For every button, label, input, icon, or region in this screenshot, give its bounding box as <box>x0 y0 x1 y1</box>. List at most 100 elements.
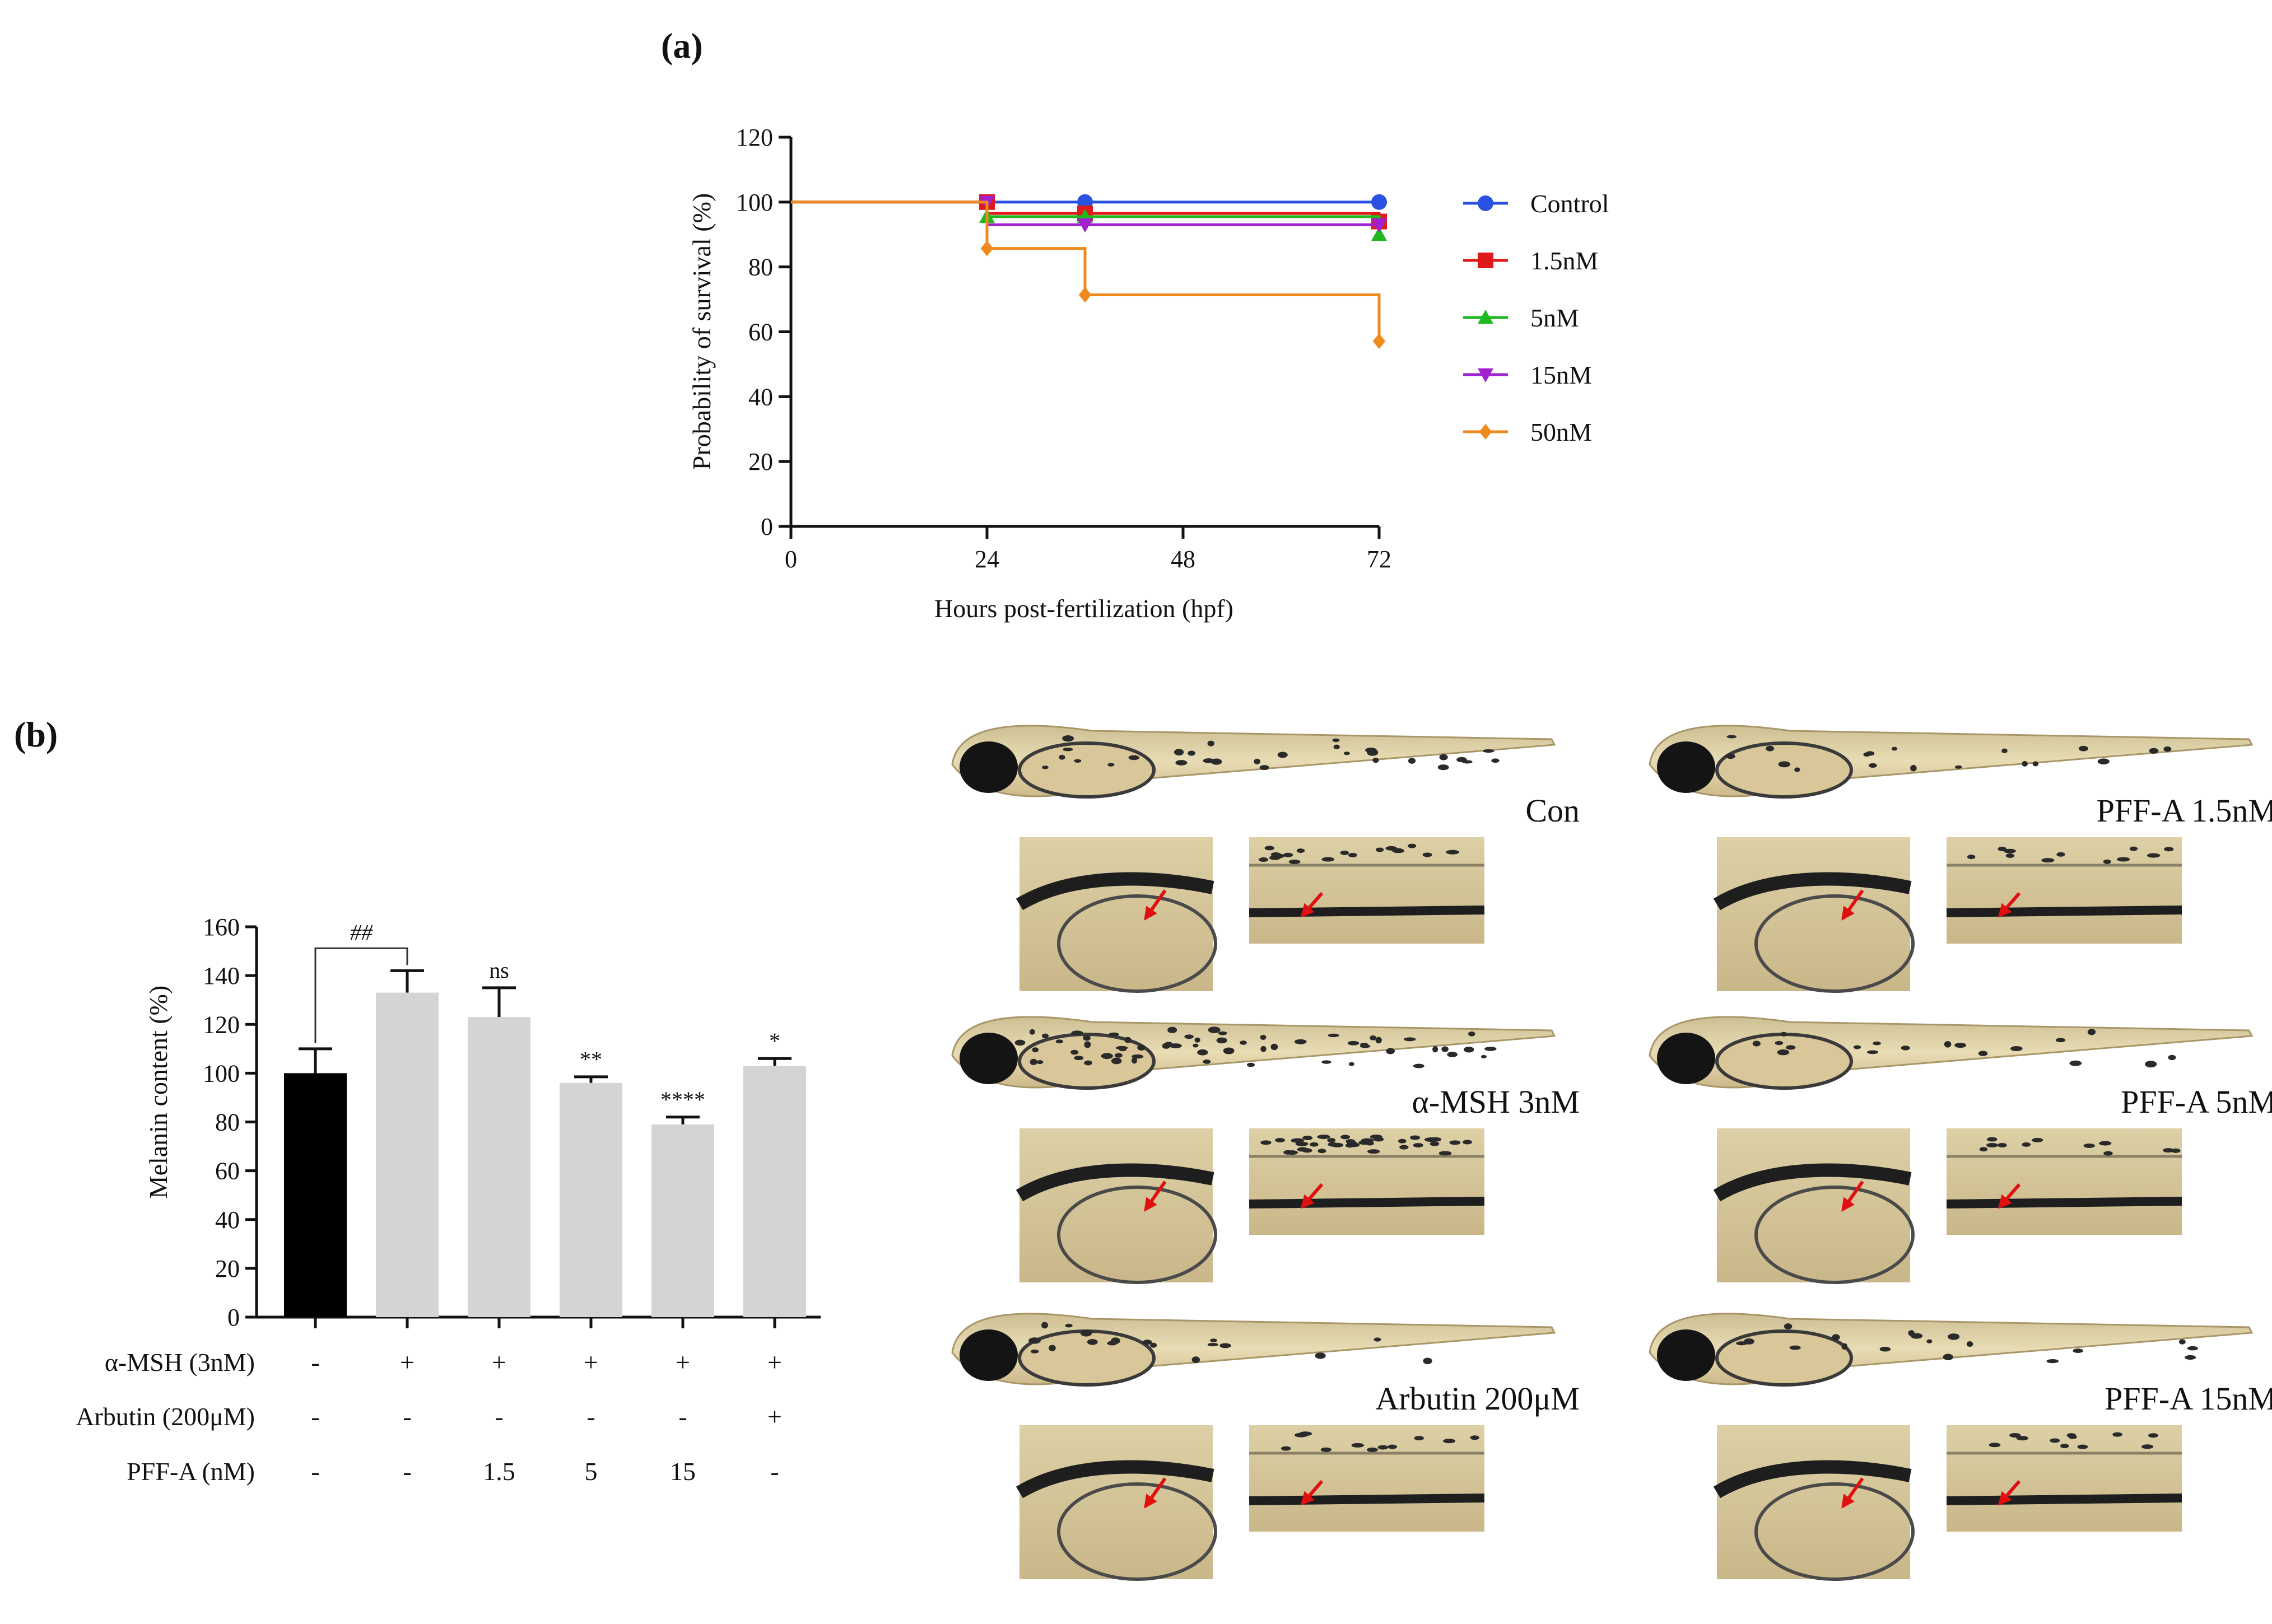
melanophore-spot <box>2001 748 2008 753</box>
melanophore-spot <box>1049 1345 1056 1351</box>
zebrafish-eye <box>960 1329 1018 1381</box>
red-arrow <box>1998 1183 2021 1209</box>
zebrafish-zoom-yolk-outline <box>1057 1186 1217 1284</box>
red-arrow <box>1300 892 1324 918</box>
survival-legend: Control 1.5nM 5nM 15nM 50nM <box>1463 189 1609 446</box>
melanophore-spot <box>1345 1143 1354 1148</box>
melanophore-spot <box>2003 848 2016 853</box>
melanin-y-tick-label: 0 <box>227 1304 240 1331</box>
zebrafish-image-grid: Con PFF-A 1.5nM α-MSH 3nM PFF-A 5nM Arbutin … <box>951 725 2272 1581</box>
treatment-cell-0-5: + <box>767 1348 782 1376</box>
melanophore-spot <box>1347 1040 1360 1046</box>
zebrafish-eye <box>960 741 1018 793</box>
survival-series <box>791 194 1387 349</box>
melanophore-spot <box>1413 1063 1424 1068</box>
melanophore-spot <box>2068 1434 2077 1439</box>
melanophore-spot <box>1726 735 1737 739</box>
treatment-cell-0-2: + <box>492 1348 506 1376</box>
melanin-significance-4: **** <box>660 1087 705 1112</box>
melanin-significance-5: * <box>769 1028 780 1053</box>
melanophore-spot <box>1441 1046 1449 1052</box>
melanophore-spot <box>1868 763 1877 768</box>
melanophore-spot <box>1423 1357 1432 1365</box>
melanophore-spot <box>1193 1043 1199 1048</box>
melanophore-spot <box>1175 760 1188 766</box>
melanophore-spot <box>2141 1444 2154 1449</box>
melanin-bar-3 <box>560 1082 622 1317</box>
melanophore-spot <box>1071 1030 1083 1035</box>
melanophore-spot <box>1841 1343 1848 1350</box>
treatment-cell-2-4: 15 <box>670 1457 696 1486</box>
legend-swatch-marker-0 <box>1478 195 1493 211</box>
melanin-significance-2: ns <box>489 958 509 983</box>
melanophore-spot <box>1014 1039 1026 1046</box>
melanophore-spot <box>1042 766 1049 769</box>
zebrafish-panel-0: Con <box>951 725 1580 993</box>
melanophore-spot <box>1260 1034 1267 1040</box>
zebrafish-eye <box>1657 741 1715 793</box>
melanophore-spot <box>1370 1035 1376 1040</box>
melanophore-spot <box>2055 1038 2066 1043</box>
melanophore-spot <box>1409 1135 1421 1140</box>
melanophore-spot <box>1059 754 1065 760</box>
zebrafish-zoom-yolk <box>1019 1128 1213 1282</box>
treatment-cell-2-3: 5 <box>585 1457 598 1486</box>
zebrafish-zoom-yolk <box>1717 837 1910 991</box>
zebrafish-panel-5: PFF-A 15nM <box>1649 1313 2272 1581</box>
zebrafish-panel-2: α-MSH 3nM <box>951 1016 1580 1284</box>
melanophore-spot <box>1203 758 1215 763</box>
zebrafish-yolk <box>1715 1033 1853 1090</box>
treatment-row-label-1: Arbutin (200μM) <box>76 1402 255 1431</box>
melanin-y-tick-label: 100 <box>203 1060 240 1087</box>
melanophore-spot <box>1725 753 1735 759</box>
legend-label-1: 1.5nM <box>1530 246 1598 275</box>
melanophore-spot <box>1170 1043 1182 1048</box>
melanin-significance-3: ** <box>580 1047 602 1072</box>
zebrafish-zoom-yolk-outline <box>1057 1482 1217 1581</box>
treatment-row-label-2: PFF-A (nM) <box>127 1457 255 1486</box>
zebrafish-yolk <box>1715 1329 1853 1387</box>
zebrafish-zoom-yolk-outline <box>1754 1482 1915 1581</box>
melanophore-spot <box>2129 846 2138 851</box>
melanophore-spot <box>1456 757 1467 763</box>
melanophore-spot <box>1374 1137 1384 1142</box>
melanin-comparison-bracket <box>314 947 408 1043</box>
melanophore-spot <box>1343 752 1350 755</box>
melanophore-spot <box>1124 1037 1132 1043</box>
melanin-bar-0 <box>284 1073 347 1317</box>
melanophore-spot <box>1424 1137 1438 1142</box>
melanophore-spot <box>1333 744 1340 749</box>
melanin-bar-1 <box>376 992 439 1317</box>
melanophore-spot <box>1240 1040 1247 1045</box>
melanophore-spot <box>1901 1046 1910 1051</box>
melanophore-spot <box>2009 1433 2021 1438</box>
melanophore-spot <box>2083 1143 2095 1148</box>
melanophore-spot <box>2069 1060 2082 1066</box>
melanin-y-tick-label: 120 <box>203 1011 240 1038</box>
melanophore-spot <box>1219 1343 1231 1348</box>
treatment-cell-2-0: - <box>311 1457 319 1486</box>
melanophore-spot <box>1408 843 1417 848</box>
zebrafish-caption-4: Arbutin 200μM <box>1375 1380 1580 1417</box>
melanophore-spot <box>1259 857 1269 862</box>
melanophore-spot <box>1446 850 1459 855</box>
melanophore-spot <box>1036 1060 1044 1065</box>
survival-x-tick-label: 0 <box>785 545 797 573</box>
survival-y-tick-label: 20 <box>748 448 773 475</box>
melanophore-spot <box>1111 1057 1122 1065</box>
red-arrow <box>1998 892 2021 918</box>
melanophore-spot <box>1374 1337 1381 1342</box>
melanophore-spot <box>1283 852 1293 857</box>
legend-label-3: 15nM <box>1530 361 1592 389</box>
zebrafish-zoom-trunk-stripe <box>1946 1494 2182 1505</box>
melanophore-spot <box>1270 852 1281 857</box>
melanophore-spot <box>1377 1445 1389 1450</box>
zebrafish-panel-1: PFF-A 1.5nM <box>1649 725 2272 993</box>
melanin-y-tick-label: 160 <box>203 913 240 941</box>
zebrafish-zoom-yolk <box>1019 837 1213 991</box>
melanin-y-tick-label: 60 <box>215 1158 240 1185</box>
melanophore-spot <box>2112 1432 2122 1437</box>
melanophore-spot <box>1491 758 1500 763</box>
melanophore-spot <box>1926 1339 1933 1343</box>
